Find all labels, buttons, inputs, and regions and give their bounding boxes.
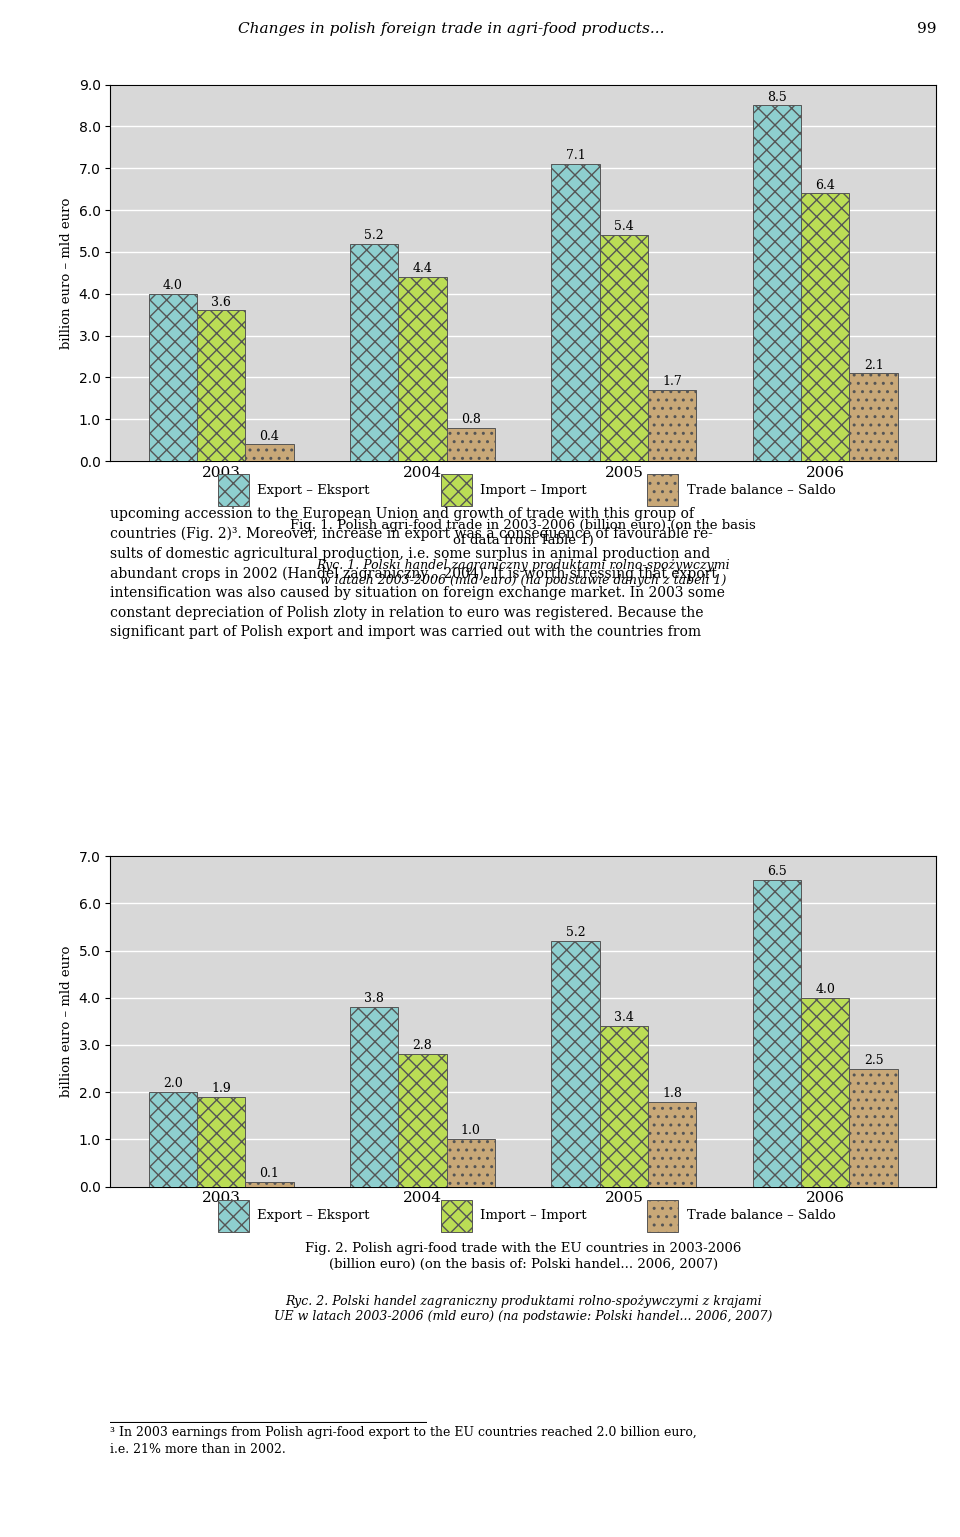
Text: 0.1: 0.1 [259,1167,279,1180]
Text: ³ In 2003 earnings from Polish agri-food export to the EU countries reached 2.0 : ³ In 2003 earnings from Polish agri-food… [110,1426,697,1457]
Text: 0.4: 0.4 [259,430,279,443]
Bar [753,879,801,1187]
Text: Changes in polish foreign trade in agri-food products...: Changes in polish foreign trade in agri-… [238,22,664,37]
Bar [850,1068,898,1187]
Y-axis label: billion euro – mld euro: billion euro – mld euro [60,945,73,1097]
Bar [246,444,294,461]
Bar [197,310,246,461]
Bar [801,194,850,461]
Text: Ryc. 1. Polski handel zagraniczny produktami rolno-spożywczymi
w latach 2003-200: Ryc. 1. Polski handel zagraniczny produk… [317,559,730,587]
Text: Fig. 1. Polish agri-food trade in 2003-2006 (billion euro) (on the basis
of data: Fig. 1. Polish agri-food trade in 2003-2… [290,518,756,547]
Text: Import – Import: Import – Import [480,484,587,496]
Text: 4.0: 4.0 [163,280,182,292]
Bar [398,277,446,461]
FancyBboxPatch shape [218,1199,249,1233]
Text: 5.2: 5.2 [565,927,586,939]
Bar [551,941,600,1187]
Text: 2.5: 2.5 [864,1054,883,1067]
Text: Fig. 2. Polish agri-food trade with the EU countries in 2003-2006
(billion euro): Fig. 2. Polish agri-food trade with the … [305,1242,741,1271]
Text: Ryc. 2. Polski handel zagraniczny produktami rolno-spożywczymi z krajami
UE w la: Ryc. 2. Polski handel zagraniczny produk… [274,1296,773,1323]
FancyBboxPatch shape [218,473,249,507]
Bar [446,427,495,461]
Text: 8.5: 8.5 [767,91,787,105]
Text: Trade balance – Saldo: Trade balance – Saldo [686,484,835,496]
FancyBboxPatch shape [441,473,472,507]
Text: 1.9: 1.9 [211,1082,231,1094]
Bar [648,1102,696,1187]
Text: 2.1: 2.1 [864,358,883,372]
Text: 6.4: 6.4 [815,178,835,192]
Text: 1.0: 1.0 [461,1125,481,1137]
Text: upcoming accession to the European Union and growth of trade with this group of
: upcoming accession to the European Union… [110,507,725,639]
Bar [398,1054,446,1187]
Bar [850,373,898,461]
Text: 1.8: 1.8 [662,1087,683,1099]
Text: 7.1: 7.1 [565,149,586,163]
Text: 5.4: 5.4 [614,220,634,234]
Bar [197,1097,246,1187]
Bar [149,294,197,461]
Bar [648,390,696,461]
Text: 3.4: 3.4 [614,1011,634,1024]
Bar [246,1182,294,1187]
Text: 2.8: 2.8 [413,1039,432,1053]
Text: Export – Eksport: Export – Eksport [257,1210,370,1222]
Bar [350,1007,398,1187]
Text: 6.5: 6.5 [767,865,787,878]
Bar [753,106,801,461]
Y-axis label: billion euro – mld euro: billion euro – mld euro [60,197,73,349]
Text: Import – Import: Import – Import [480,1210,587,1222]
FancyBboxPatch shape [647,1199,679,1233]
FancyBboxPatch shape [441,1199,472,1233]
Text: 2.0: 2.0 [163,1077,182,1090]
Text: 3.8: 3.8 [364,993,384,1005]
Text: Trade balance – Saldo: Trade balance – Saldo [686,1210,835,1222]
Text: 99: 99 [917,22,936,37]
Bar [446,1139,495,1187]
Text: 5.2: 5.2 [365,229,384,241]
Bar [801,998,850,1187]
Text: 1.7: 1.7 [662,375,683,389]
FancyBboxPatch shape [647,473,679,507]
Bar [149,1093,197,1187]
Bar [600,1027,648,1187]
Bar [350,243,398,461]
Text: 4.4: 4.4 [413,263,432,275]
Text: 3.6: 3.6 [211,295,231,309]
Text: 0.8: 0.8 [461,413,481,426]
Bar [600,235,648,461]
Bar [551,164,600,461]
Text: 4.0: 4.0 [815,982,835,996]
Text: Export – Eksport: Export – Eksport [257,484,370,496]
